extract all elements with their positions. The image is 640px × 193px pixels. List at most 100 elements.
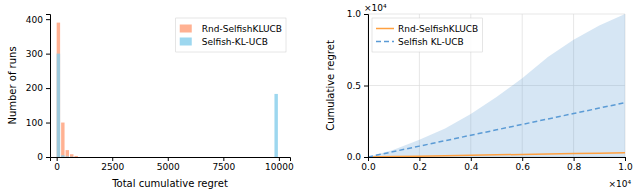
grid [368, 14, 625, 157]
legend: Rnd-SelfishKLUCB Selfish-KL-UCB [176, 18, 286, 52]
y-axis-tick: 100 [26, 118, 50, 128]
plot-area [368, 14, 625, 157]
plot-area [57, 23, 278, 157]
x-axis-tick-mark [574, 157, 575, 161]
legend-swatch [180, 25, 192, 33]
bar [61, 123, 64, 157]
bar [66, 156, 69, 157]
x-axis-tick: 0.8 [567, 157, 582, 172]
y-axis-tick-label: 0.0 [347, 152, 362, 162]
x-axis-tick-mark [168, 157, 169, 161]
bar [79, 157, 274, 158]
x-axis-tick-label: 0.2 [413, 162, 427, 172]
legend-label: Rnd-SelfishKLUCB [202, 24, 282, 34]
bar [74, 157, 77, 158]
x-axis-tick-label: 0.0 [361, 162, 376, 172]
x-axis-title: Total cumulative regret [111, 178, 228, 189]
line [368, 103, 625, 157]
bar [274, 94, 277, 157]
figure: 0 2500 5000 7500 10000 0 100 200 300 400 Total cum… [0, 0, 640, 193]
grid-line-y [368, 14, 625, 15]
y-axis-line [46, 15, 51, 158]
x-axis-tick-label: 0.6 [516, 162, 531, 172]
x-axis-tick: 10000 [265, 157, 294, 172]
y-axis-tick-mark [46, 123, 50, 124]
y-axis-tick-mark [364, 14, 368, 15]
y-axis-tick-label: 1.0 [347, 9, 362, 19]
bar-series [57, 23, 78, 157]
chart: 0 2500 5000 7500 10000 0 100 200 300 400 Total cum… [7, 15, 294, 190]
annotation: ×10⁴ [364, 3, 387, 13]
x-axis-tick-label: 1.0 [618, 162, 633, 172]
x-axis-tick: 5000 [157, 157, 180, 172]
bar [74, 156, 77, 157]
y-axis-tick-label: 200 [26, 83, 43, 93]
y-axis-tick-mark [46, 19, 50, 20]
x-axis-tick-label: 0.4 [464, 162, 479, 172]
legend-swatch [180, 38, 192, 46]
y-axis-tick: 0.5 [347, 81, 368, 91]
bar [66, 150, 69, 157]
y-axis-tick: 0.0 [347, 152, 368, 162]
bar [57, 54, 60, 157]
x-axis-tick: 0.0 [361, 157, 376, 172]
bar [61, 155, 64, 157]
x-axis-tick-label: 7500 [212, 162, 235, 172]
x-axis-tick-label: 0.8 [567, 162, 582, 172]
y-axis-line [364, 15, 369, 158]
y-axis-tick-mark [46, 88, 50, 89]
y-axis-tick: 200 [26, 83, 50, 93]
legend-background [176, 18, 286, 52]
y-axis-tick: 300 [26, 49, 50, 59]
x-axis-tick-mark [625, 157, 626, 161]
y-axis-tick-label: 0.5 [347, 81, 361, 91]
legend-swatch [376, 28, 394, 30]
x-axis-tick-mark [223, 157, 224, 161]
bar [57, 23, 60, 157]
band [368, 14, 625, 157]
x-axis-tick: 0.6 [516, 157, 531, 172]
x-axis-tick-mark [419, 157, 420, 161]
x-axis-tick-mark [522, 157, 523, 161]
y-axis-tick-mark [364, 86, 368, 87]
x-axis-tick: 7500 [212, 157, 235, 172]
chart: 0.0 0.2 0.4 0.6 0.8 1.0 0.0 0.5 1.0 Cumulative re… [325, 3, 633, 189]
x-axis-tick-label: 2500 [101, 162, 124, 172]
x-axis-tick: 1.0 [618, 157, 633, 172]
x-axis-tick: 2500 [101, 157, 124, 172]
x-axis-tick-mark [471, 157, 472, 161]
x-axis: 0 2500 5000 7500 10000 [51, 157, 294, 172]
y-axis-tick-label: 300 [26, 49, 43, 59]
x-axis-tick-mark [279, 157, 280, 161]
y-axis-tick-mark [364, 157, 368, 158]
bar [79, 157, 274, 158]
y-axis-tick-label: 100 [26, 118, 43, 128]
y-axis: 0.0 0.5 1.0 [347, 9, 369, 162]
bar [70, 154, 73, 157]
y-axis-title: Number of runs [7, 46, 18, 124]
x-axis-line [369, 158, 626, 162]
x-axis: 0.0 0.2 0.4 0.6 0.8 1.0 [361, 157, 633, 172]
y-axis-tick-mark [46, 157, 50, 158]
x-axis-line [51, 158, 291, 162]
line [368, 153, 625, 157]
legend: Rnd-SelfishKLUCBSelfish KL-UCB [372, 18, 482, 52]
y-axis-tick-mark [46, 54, 50, 55]
y-axis-tick-label: 400 [26, 15, 43, 25]
bar [70, 156, 73, 157]
legend-swatch [376, 41, 394, 43]
legend-label: Rnd-SelfishKLUCB [398, 24, 478, 34]
x-axis-tick-label: 10000 [265, 162, 294, 172]
x-axis-tick-label: 5000 [157, 162, 180, 172]
x-axis-tick: 0.4 [464, 157, 479, 172]
legend-label: Selfish-KL-UCB [202, 37, 268, 47]
y-axis-title: Cumulative regret [325, 40, 336, 131]
annotation: ×10⁴ [608, 179, 631, 189]
x-axis-tick: 0 [54, 157, 60, 172]
x-axis-tick-mark [112, 157, 113, 161]
y-axis-tick: 0 [37, 152, 50, 162]
x-axis-tick-label: 0 [54, 162, 60, 172]
y-axis: 0 100 200 300 400 [26, 15, 51, 163]
x-axis-tick: 0.2 [413, 157, 427, 172]
y-axis-tick-label: 0 [37, 152, 43, 162]
